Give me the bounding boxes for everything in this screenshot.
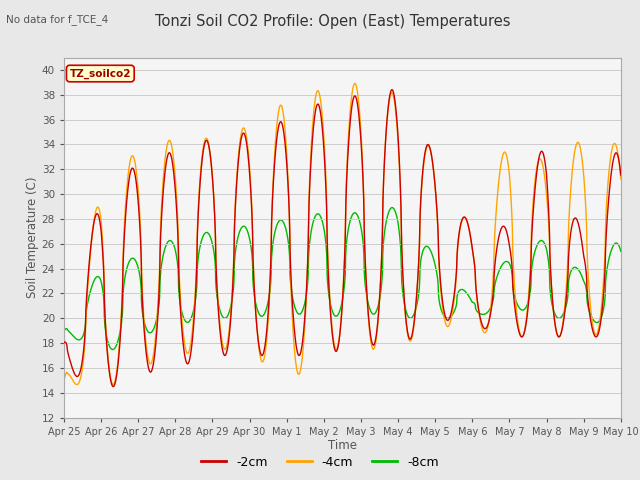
Y-axis label: Soil Temperature (C): Soil Temperature (C) (26, 177, 39, 299)
X-axis label: Time: Time (328, 439, 357, 453)
Text: No data for f_TCE_4: No data for f_TCE_4 (6, 14, 109, 25)
Legend: -2cm, -4cm, -8cm: -2cm, -4cm, -8cm (196, 451, 444, 474)
Text: TZ_soilco2: TZ_soilco2 (70, 68, 131, 79)
Text: Tonzi Soil CO2 Profile: Open (East) Temperatures: Tonzi Soil CO2 Profile: Open (East) Temp… (155, 14, 511, 29)
